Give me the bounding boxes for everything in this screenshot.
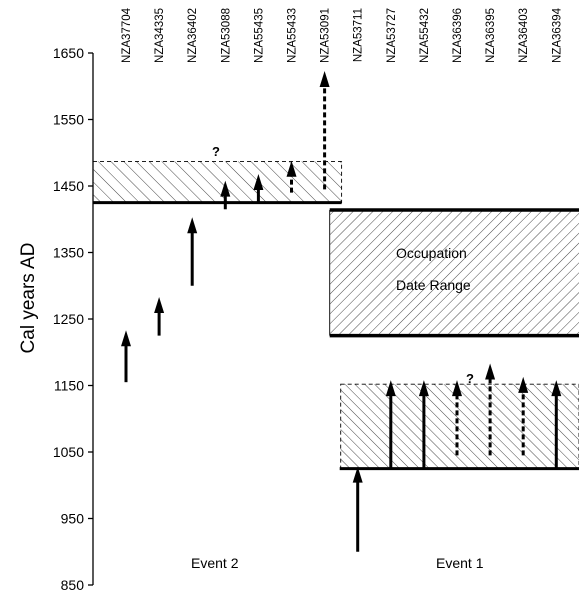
- sample-label: NZA53711: [353, 8, 365, 62]
- date-arrow-head: [551, 380, 562, 397]
- date-arrows: [121, 70, 562, 552]
- sample-label: NZA36402: [187, 8, 199, 63]
- sample-label: NZA53091: [320, 8, 332, 63]
- date-arrow-head: [319, 70, 330, 87]
- sample-label: NZA53727: [386, 8, 398, 63]
- sample-label: NZA34335: [154, 8, 166, 63]
- date-arrow: [452, 380, 462, 456]
- event2-label: Event 2: [191, 555, 239, 571]
- sample-label: NZA55435: [253, 8, 265, 63]
- sample-label: NZA36394: [551, 7, 563, 63]
- y-tick-label: 950: [61, 511, 85, 527]
- y-tick-label: 1250: [53, 311, 84, 327]
- sample-labels: NZA37704 NZA34335 NZA36402 NZA53088 NZA55435…: [121, 7, 563, 63]
- date-arrow: [319, 70, 330, 190]
- sample-label: NZA36403: [518, 8, 530, 63]
- question-mark-lower: ?: [466, 371, 474, 386]
- date-arrow: [352, 466, 363, 552]
- date-arrow-head: [452, 380, 462, 397]
- date-arrow: [551, 380, 562, 469]
- y-axis-label: Cal years AD: [18, 243, 39, 354]
- date-arrow-head: [518, 376, 529, 393]
- y-tick-label: 1450: [53, 178, 84, 194]
- occupation-range-band: [329, 209, 579, 336]
- date-ranges: [92, 160, 579, 471]
- date-arrow-head: [253, 174, 264, 191]
- sample-label: NZA55433: [287, 8, 299, 63]
- y-tick-label: 1050: [53, 444, 84, 460]
- date-arrow: [518, 376, 529, 456]
- date-arrow-head: [220, 180, 231, 197]
- date-arrow: [385, 380, 396, 469]
- date-arrow: [187, 217, 198, 286]
- sample-label: NZA37704: [121, 7, 133, 63]
- date-arrow-head: [352, 466, 363, 483]
- sample-label: NZA55432: [419, 8, 431, 63]
- sample-label: NZA36396: [452, 8, 464, 63]
- date-arrow: [286, 160, 297, 193]
- date-arrow-head: [121, 330, 131, 347]
- sample-label: NZA53088: [220, 8, 232, 63]
- date-arrow-head: [418, 380, 429, 397]
- date-arrow-head: [154, 297, 165, 314]
- y-tick-label: 1150: [54, 378, 84, 394]
- occupation-label-line2: Date Range: [396, 277, 471, 293]
- y-tick-label: 1350: [53, 245, 84, 261]
- date-arrow: [418, 380, 429, 469]
- sample-label: NZA36395: [485, 8, 497, 63]
- y-axis: 850 950 1050 1150 1250 1350 1450 1550 1650: [53, 45, 94, 592]
- date-arrow-head: [385, 380, 396, 397]
- event1-label: Event 1: [436, 555, 484, 571]
- question-mark-upper: ?: [212, 144, 220, 159]
- occupation-label-line1: Occupation: [396, 245, 467, 261]
- date-arrow: [253, 174, 264, 203]
- date-arrow-head: [286, 160, 297, 177]
- date-arrow-head: [485, 363, 496, 380]
- y-tick-label: 1650: [53, 45, 84, 61]
- date-arrow-head: [187, 217, 198, 234]
- y-tick-label: 850: [61, 577, 85, 592]
- date-arrow: [154, 297, 165, 336]
- event1-range-band: [340, 383, 579, 470]
- y-tick-label: 1550: [53, 112, 84, 128]
- date-arrow: [121, 330, 131, 383]
- event2-range-band: [92, 160, 343, 204]
- date-arrow: [220, 180, 231, 210]
- date-arrow: [485, 363, 496, 456]
